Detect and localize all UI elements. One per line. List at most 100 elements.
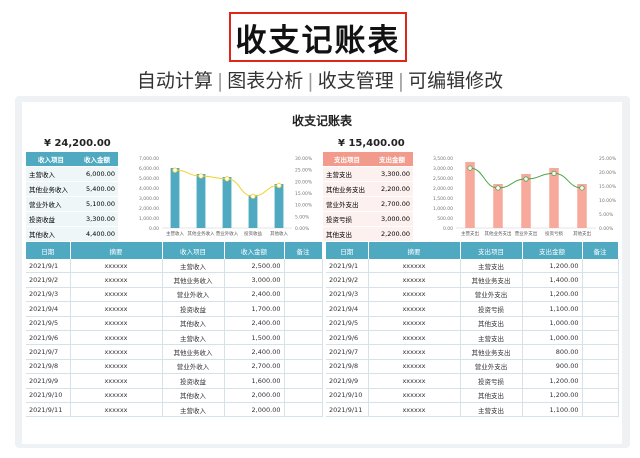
date-cell[interactable]: 2021/9/11 xyxy=(26,402,71,418)
category-cell[interactable]: 主营支出 xyxy=(460,330,523,346)
summary-cell[interactable]: xxxxxx xyxy=(70,330,163,346)
note-cell[interactable] xyxy=(284,359,323,375)
amount-cell[interactable]: 3,000.00 xyxy=(224,272,285,288)
summary-cell[interactable]: xxxxxx xyxy=(70,388,163,403)
note-cell[interactable] xyxy=(284,301,323,317)
note-cell[interactable] xyxy=(582,344,619,360)
note-cell[interactable] xyxy=(284,287,323,303)
amount-cell[interactable]: 2,400.00 xyxy=(224,287,285,303)
summary-cell[interactable]: xxxxxx xyxy=(368,287,461,303)
date-cell[interactable]: 2021/9/6 xyxy=(26,330,71,346)
note-cell[interactable] xyxy=(582,287,619,303)
category-cell[interactable]: 其他支出 xyxy=(460,316,523,331)
summary-cell[interactable]: xxxxxx xyxy=(70,259,163,274)
date-cell[interactable]: 2021/9/2 xyxy=(326,272,369,288)
date-cell[interactable]: 2021/9/7 xyxy=(26,344,71,360)
category-cell[interactable]: 其他支出 xyxy=(460,388,523,403)
amount-cell[interactable]: 1,200.00 xyxy=(522,259,583,274)
summary-cell[interactable]: xxxxxx xyxy=(368,301,461,317)
amount-cell[interactable]: 1,200.00 xyxy=(522,287,583,303)
note-cell[interactable] xyxy=(582,301,619,317)
amount-cell[interactable]: 1,400.00 xyxy=(522,272,583,288)
date-cell[interactable]: 2021/9/6 xyxy=(326,330,369,346)
category-cell[interactable]: 其他收入 xyxy=(162,388,225,403)
date-cell[interactable]: 2021/9/3 xyxy=(26,287,71,303)
category-cell[interactable]: 其他业务支出 xyxy=(460,344,523,360)
amount-cell[interactable]: 2,500.00 xyxy=(224,259,285,274)
date-cell[interactable]: 2021/9/1 xyxy=(26,259,71,274)
date-cell[interactable]: 2021/9/4 xyxy=(26,301,71,317)
category-cell[interactable]: 主营收入 xyxy=(162,402,225,418)
date-cell[interactable]: 2021/9/9 xyxy=(26,373,71,389)
date-cell[interactable]: 2021/9/10 xyxy=(26,388,71,403)
amount-cell[interactable]: 800.00 xyxy=(522,344,583,360)
note-cell[interactable] xyxy=(284,344,323,360)
note-cell[interactable] xyxy=(582,402,619,418)
note-cell[interactable] xyxy=(284,316,323,331)
date-cell[interactable]: 2021/9/5 xyxy=(26,316,71,331)
date-cell[interactable]: 2021/9/8 xyxy=(26,359,71,375)
category-cell[interactable]: 主营支出 xyxy=(460,259,523,274)
category-cell[interactable]: 投资收益 xyxy=(162,301,225,317)
date-cell[interactable]: 2021/9/8 xyxy=(326,359,369,375)
date-cell[interactable]: 2021/9/1 xyxy=(326,259,369,274)
summary-cell[interactable]: xxxxxx xyxy=(70,402,163,418)
category-cell[interactable]: 营业外收入 xyxy=(162,359,225,375)
category-cell[interactable]: 其他业务收入 xyxy=(162,272,225,288)
category-cell[interactable]: 营业外支出 xyxy=(460,359,523,375)
date-cell[interactable]: 2021/9/11 xyxy=(326,402,369,418)
date-cell[interactable]: 2021/9/2 xyxy=(26,272,71,288)
amount-cell[interactable]: 1,200.00 xyxy=(522,388,583,403)
amount-cell[interactable]: 2,400.00 xyxy=(224,316,285,331)
date-cell[interactable]: 2021/9/3 xyxy=(326,287,369,303)
summary-cell[interactable]: xxxxxx xyxy=(368,259,461,274)
note-cell[interactable] xyxy=(284,259,323,274)
summary-cell[interactable]: xxxxxx xyxy=(70,373,163,389)
summary-cell[interactable]: xxxxxx xyxy=(368,344,461,360)
category-cell[interactable]: 营业外收入 xyxy=(162,287,225,303)
note-cell[interactable] xyxy=(582,330,619,346)
amount-cell[interactable]: 1,500.00 xyxy=(224,330,285,346)
summary-cell[interactable]: xxxxxx xyxy=(70,344,163,360)
date-cell[interactable]: 2021/9/9 xyxy=(326,373,369,389)
note-cell[interactable] xyxy=(582,373,619,389)
amount-cell[interactable]: 1,700.00 xyxy=(224,301,285,317)
date-cell[interactable]: 2021/9/4 xyxy=(326,301,369,317)
category-cell[interactable]: 其他收入 xyxy=(162,316,225,331)
category-cell[interactable]: 主营支出 xyxy=(460,402,523,418)
note-cell[interactable] xyxy=(284,388,323,403)
summary-cell[interactable]: xxxxxx xyxy=(70,272,163,288)
note-cell[interactable] xyxy=(284,402,323,418)
summary-cell[interactable]: xxxxxx xyxy=(368,388,461,403)
amount-cell[interactable]: 1,000.00 xyxy=(522,330,583,346)
summary-cell[interactable]: xxxxxx xyxy=(70,316,163,331)
amount-cell[interactable]: 1,200.00 xyxy=(522,373,583,389)
amount-cell[interactable]: 900.00 xyxy=(522,359,583,375)
note-cell[interactable] xyxy=(284,272,323,288)
note-cell[interactable] xyxy=(284,373,323,389)
category-cell[interactable]: 主营收入 xyxy=(162,330,225,346)
category-cell[interactable]: 投资亏损 xyxy=(460,373,523,389)
summary-cell[interactable]: xxxxxx xyxy=(368,359,461,375)
amount-cell[interactable]: 2,000.00 xyxy=(224,402,285,418)
date-cell[interactable]: 2021/9/10 xyxy=(326,388,369,403)
category-cell[interactable]: 其他业务支出 xyxy=(460,272,523,288)
summary-cell[interactable]: xxxxxx xyxy=(70,301,163,317)
note-cell[interactable] xyxy=(582,388,619,403)
category-cell[interactable]: 营业外支出 xyxy=(460,287,523,303)
note-cell[interactable] xyxy=(582,359,619,375)
note-cell[interactable] xyxy=(582,272,619,288)
note-cell[interactable] xyxy=(582,259,619,274)
note-cell[interactable] xyxy=(582,316,619,331)
category-cell[interactable]: 主营收入 xyxy=(162,259,225,274)
note-cell[interactable] xyxy=(284,330,323,346)
summary-cell[interactable]: xxxxxx xyxy=(368,272,461,288)
amount-cell[interactable]: 1,600.00 xyxy=(224,373,285,389)
category-cell[interactable]: 投资亏损 xyxy=(460,301,523,317)
category-cell[interactable]: 投资收益 xyxy=(162,373,225,389)
date-cell[interactable]: 2021/9/7 xyxy=(326,344,369,360)
summary-cell[interactable]: xxxxxx xyxy=(368,402,461,418)
summary-cell[interactable]: xxxxxx xyxy=(368,316,461,331)
summary-cell[interactable]: xxxxxx xyxy=(70,359,163,375)
category-cell[interactable]: 其他业务收入 xyxy=(162,344,225,360)
